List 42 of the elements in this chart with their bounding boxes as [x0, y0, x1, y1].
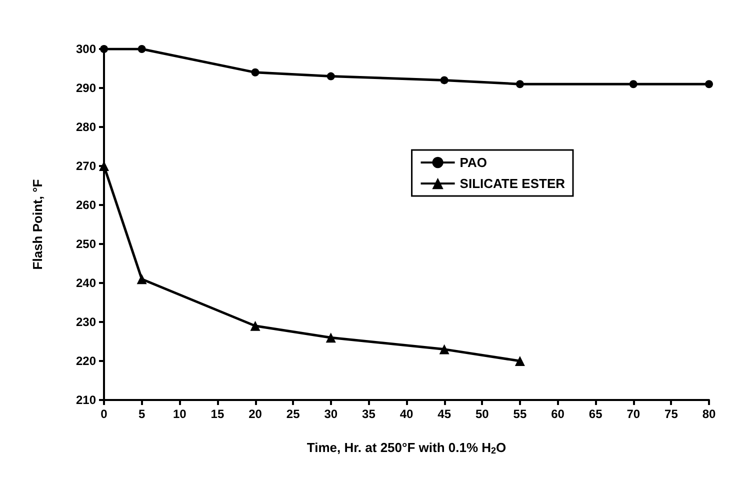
- point: [138, 45, 146, 53]
- point: [629, 80, 638, 88]
- x-tick-label: 15: [210, 407, 224, 421]
- x-tick-label: 0: [100, 407, 108, 421]
- x-tick-label: 60: [551, 407, 565, 421]
- x-tick-label: 20: [248, 407, 262, 421]
- x-tick-label: 25: [286, 407, 300, 421]
- y-tick-label: 260: [76, 198, 96, 212]
- point: [705, 80, 713, 88]
- point: [326, 72, 335, 80]
- y-tick-label: 300: [76, 42, 96, 56]
- point: [439, 344, 450, 354]
- y-tick-label: 240: [76, 276, 96, 290]
- x-tick-label: 65: [588, 407, 603, 421]
- y-tick-label: 280: [76, 120, 96, 134]
- legend-label: SILICATE ESTER: [460, 176, 566, 191]
- y-tick-label: 290: [76, 81, 96, 95]
- x-tick-label: 55: [513, 407, 527, 421]
- x-tick-label: 40: [400, 407, 414, 421]
- legend-label: PAO: [460, 155, 488, 170]
- x-tick-label: 45: [438, 407, 452, 421]
- y-tick-label: 270: [76, 159, 96, 173]
- point: [514, 356, 525, 366]
- y-tick-label: 250: [76, 237, 96, 251]
- point: [516, 80, 524, 88]
- x-tick-label: 70: [626, 407, 640, 421]
- point: [250, 320, 260, 331]
- x-tick-label: 10: [172, 407, 187, 421]
- point: [136, 274, 147, 284]
- point: [440, 76, 448, 84]
- x-tick-label: 75: [664, 407, 678, 421]
- x-tick-label: 80: [702, 407, 716, 421]
- point: [251, 68, 260, 76]
- y-tick-label: 230: [76, 315, 96, 329]
- point: [326, 332, 336, 343]
- y-axis-title: Flash Point, °F: [30, 179, 45, 270]
- x-tick-label: 5: [138, 407, 146, 421]
- y-tick-label: 210: [76, 393, 96, 407]
- x-tick-label: 35: [362, 407, 376, 421]
- x-tick-label: 30: [324, 407, 338, 421]
- x-tick-label: 50: [475, 407, 490, 421]
- y-tick-label: 220: [76, 354, 96, 368]
